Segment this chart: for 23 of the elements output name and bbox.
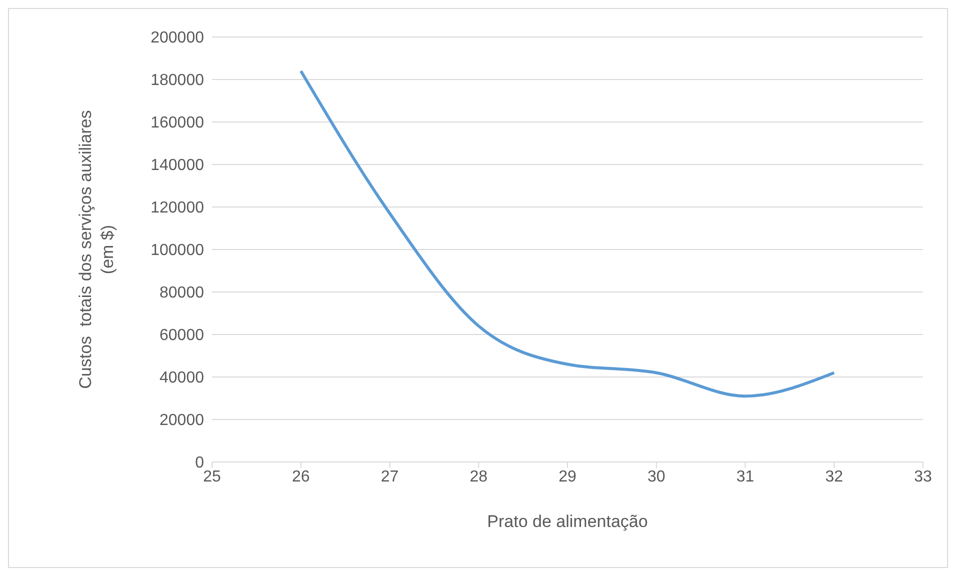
y-tick-label: 200000	[150, 30, 204, 47]
y-tick-label: 80000	[160, 284, 204, 302]
x-tick-label: 28	[470, 468, 488, 486]
x-tick-label: 32	[825, 468, 844, 486]
y-tick-label: 40000	[160, 370, 204, 387]
y-tick-label: 160000	[150, 114, 204, 132]
x-tick-label: 33	[914, 468, 932, 486]
y-tick-label: 100000	[150, 242, 204, 260]
y-tick-label: 120000	[150, 200, 204, 217]
x-axis-title: Prato de alimentação	[487, 512, 648, 531]
y-tick-label: 140000	[150, 157, 204, 174]
x-tick-label: 26	[292, 468, 310, 486]
x-tick-label: 29	[558, 468, 576, 486]
line-series	[299, 70, 836, 398]
y-tick-label: 180000	[150, 72, 204, 90]
y-tick-label: 20000	[160, 412, 204, 430]
x-tick-label: 27	[380, 468, 399, 486]
y-tick-label: 0	[195, 454, 204, 472]
x-tick-label: 30	[647, 468, 666, 486]
y-axis-title: Custos totais dos serviços auxiliares (em $)	[76, 110, 117, 389]
y-tick-label: 60000	[160, 327, 204, 344]
x-tick-label: 25	[203, 468, 221, 486]
x-tick-label: 31	[736, 468, 754, 486]
